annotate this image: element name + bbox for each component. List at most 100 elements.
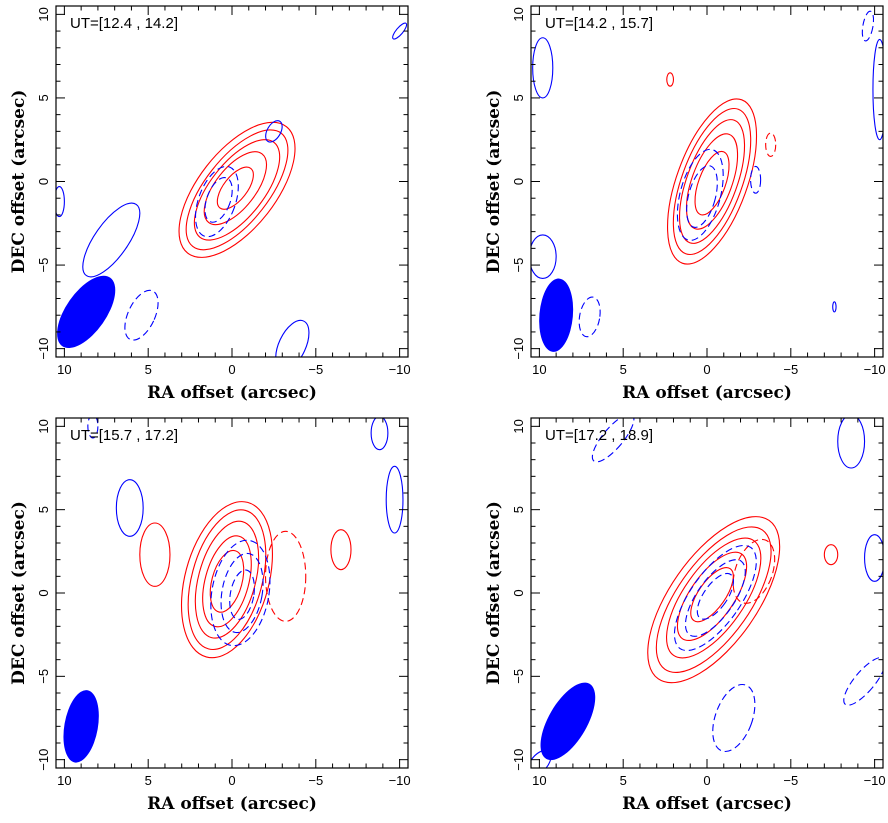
positive-contour [139,522,171,587]
y-tick-label: −10 [36,749,51,771]
beam-ellipse [63,690,99,763]
y-tick-label: 5 [511,506,526,513]
y-tick-label: −5 [36,669,51,684]
beam-ellipse [539,278,574,352]
panel-title: UT=[15.7 , 17.2] [70,427,178,444]
positive-contour [202,535,252,628]
negative-contour [210,539,271,647]
positive-contour [193,139,281,241]
y-tick-label: 5 [36,506,51,513]
positive-contour [647,516,781,684]
y-tick-label: 0 [36,178,51,185]
negative-contour [532,37,554,99]
x-tick-label: −10 [389,773,411,788]
positive-contour [823,544,839,566]
negative-contour [265,120,283,143]
beam-ellipse [540,682,596,761]
negative-contour [864,534,883,582]
negative-contour [392,22,408,40]
positive-contour [678,119,746,244]
negative-contour [82,202,141,278]
negative-contour [578,296,601,338]
y-tick-label: −5 [511,258,526,273]
positive-contour [666,72,675,87]
x-tick-label: 5 [145,773,152,788]
panel-2: 10 5 0 −5 −10 −10 −5 0 5 10 RA offset (arcsec) DEC … [484,5,886,403]
x-tick-label: 10 [532,362,546,377]
plot-frame [55,417,409,769]
x-tick-label: −5 [783,773,798,788]
positive-contour [667,98,758,265]
x-tick-label: 5 [620,362,627,377]
panel-title: UT=[14.2 , 15.7] [545,15,653,32]
y-tick-label: −5 [511,669,526,684]
y-tick-label: −5 [36,258,51,273]
negative-contour [194,165,239,238]
y-tick-label: −10 [511,749,526,771]
y-tick-label: 10 [36,7,51,21]
negative-contour [275,319,310,357]
x-tick-label: −5 [308,773,323,788]
y-tick-label: 10 [36,419,51,433]
positive-contour [180,501,273,659]
y-tick-label: 0 [36,589,51,596]
plot-area [531,10,883,352]
y-axis-label: DEC offset (arcsec) [484,90,504,274]
negative-contour [115,479,144,537]
x-tick-label: 0 [228,773,235,788]
negative-contour [872,38,883,141]
positive-contour [672,107,752,256]
negative-contour [204,176,233,223]
plot-area [56,22,408,357]
x-axis-label: RA offset (arcsec) [622,383,792,403]
y-axis-label: DEC offset (arcsec) [9,90,29,274]
negative-contour [87,418,99,439]
x-tick-label: −10 [389,362,411,377]
y-axis-label: DEC offset (arcsec) [9,501,29,685]
x-tick-label: 10 [532,773,546,788]
negative-contour [696,572,734,620]
negative-contour [531,234,557,279]
positive-contour [209,549,245,613]
y-tick-label: 10 [511,419,526,433]
y-tick-label: 0 [511,178,526,185]
panel-title: UT=[12.4 , 14.2] [70,15,178,32]
y-axis-label: DEC offset (arcsec) [484,501,504,685]
x-tick-label: 10 [57,362,71,377]
positive-contour [690,567,734,623]
positive-contour [203,151,267,226]
y-tick-label: −10 [511,338,526,360]
negative-contour [229,569,255,620]
plot-area [531,418,883,768]
negative-contour [843,656,883,706]
positive-contour [694,150,730,216]
x-tick-label: 10 [57,773,71,788]
negative-contour [832,301,837,313]
x-tick-label: −5 [783,362,798,377]
x-tick-label: −10 [864,773,886,788]
y-tick-label: 0 [511,589,526,596]
negative-contour [684,559,746,637]
x-tick-label: 5 [620,773,627,788]
positive-contour [685,133,739,230]
x-axis-label: RA offset (arcsec) [147,383,317,403]
negative-contour [750,165,762,194]
panel-3: 10 5 0 −5 −10 −10 −5 0 5 10 RA offset (arcsec) DEC … [9,417,411,814]
negative-contour [837,418,866,469]
x-tick-label: 0 [703,362,710,377]
negative-contour [686,165,718,228]
negative-contour [56,185,65,218]
negative-contour [861,10,875,42]
y-tick-label: −10 [36,338,51,360]
negative-contour [220,552,264,634]
negative-contour [712,683,756,753]
beam-ellipse [57,275,116,348]
panel-1: 10 5 0 −5 −10 −10 −5 0 5 10 RA offset (arcsec) DEC … [9,5,411,403]
x-tick-label: 0 [703,773,710,788]
x-tick-label: 5 [145,362,152,377]
positive-contour [655,526,772,673]
positive-contour [264,530,307,622]
positive-contour [185,129,289,251]
panel-4: 10 5 0 −5 −10 −10 −5 0 5 10 RA offset (arcsec) DEC … [484,417,886,814]
